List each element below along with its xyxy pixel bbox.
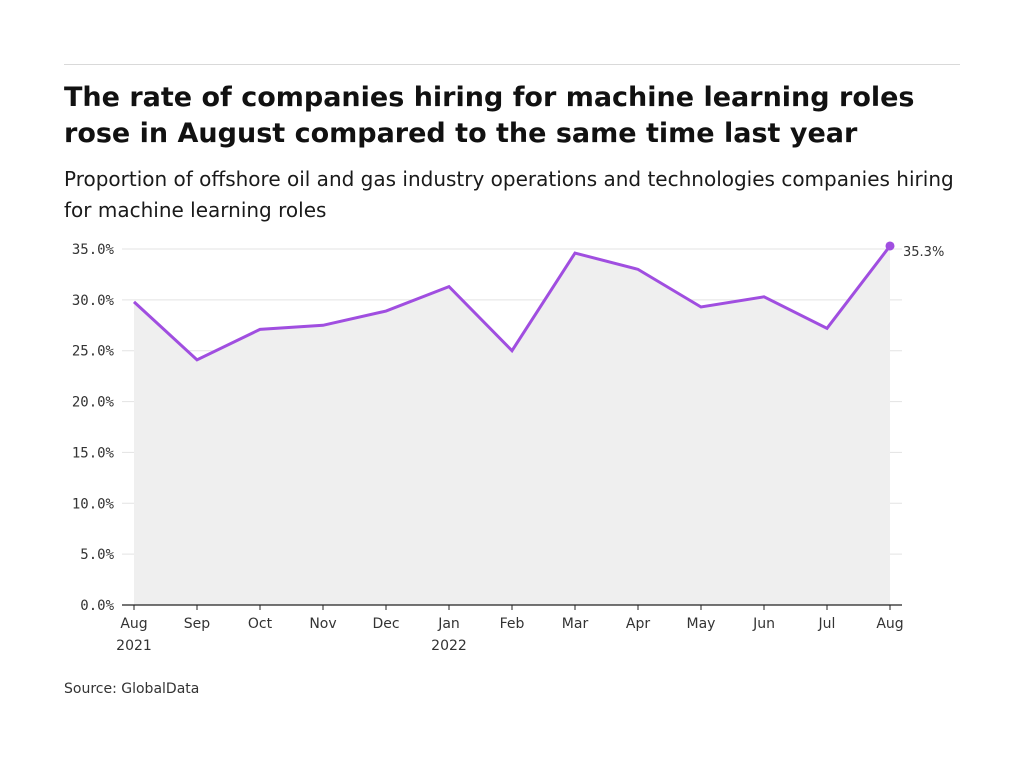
y-tick-label: 5.0% <box>80 547 114 563</box>
chart-subtitle: Proportion of offshore oil and gas indus… <box>64 167 954 222</box>
x-tick-label: Jul <box>818 616 836 632</box>
y-tick-label: 35.0% <box>72 242 115 258</box>
data-points <box>885 241 895 251</box>
top-divider <box>64 64 960 65</box>
x-tick-year-label: 2022 <box>431 638 467 654</box>
x-tick-label: Jan <box>437 616 460 632</box>
y-axis-ticks: 0.0% 5.0% 10.0% 15.0% 20.0% 25.0% 30.0% 35.0% <box>72 242 115 614</box>
series-line-layer <box>132 245 892 362</box>
x-tick-label: Nov <box>309 616 336 632</box>
data-labels: 35.3% <box>903 245 944 260</box>
x-tick-label: Oct <box>248 616 273 632</box>
data-point-last <box>885 241 895 251</box>
x-tick-label: Aug <box>120 616 147 632</box>
x-tick-label: Dec <box>372 616 399 632</box>
x-tick-label: Jun <box>752 616 775 632</box>
area-fill-layer <box>134 245 890 605</box>
x-tick-label: Sep <box>184 616 211 632</box>
x-axis-ticks: Aug 2021 Sep Oct Nov Dec Jan 2022 Feb Mar Apr May Ju… <box>116 605 904 654</box>
data-label-last: 35.3% <box>903 245 944 260</box>
y-tick-label: 25.0% <box>72 344 115 360</box>
chart-title: The rate of companies hiring for machine… <box>64 82 915 149</box>
y-tick-label: 10.0% <box>72 496 115 512</box>
x-tick-label: Feb <box>500 616 525 632</box>
y-tick-label: 30.0% <box>72 293 115 309</box>
series-line <box>132 245 892 362</box>
y-tick-label: 20.0% <box>72 395 115 411</box>
x-tick-label: May <box>687 616 716 632</box>
x-tick-label: Apr <box>626 616 650 632</box>
x-tick-label: Aug <box>876 616 903 632</box>
x-tick-label: Mar <box>562 616 589 632</box>
x-tick-year-label: 2021 <box>116 638 152 654</box>
source-note: Source: GlobalData <box>64 681 200 697</box>
line-chart: 0.0% 5.0% 10.0% 15.0% 20.0% 25.0% 30.0% 35.0% A… <box>72 241 944 654</box>
area-fill <box>134 245 890 605</box>
y-tick-label: 0.0% <box>80 598 114 614</box>
y-tick-label: 15.0% <box>72 445 115 461</box>
